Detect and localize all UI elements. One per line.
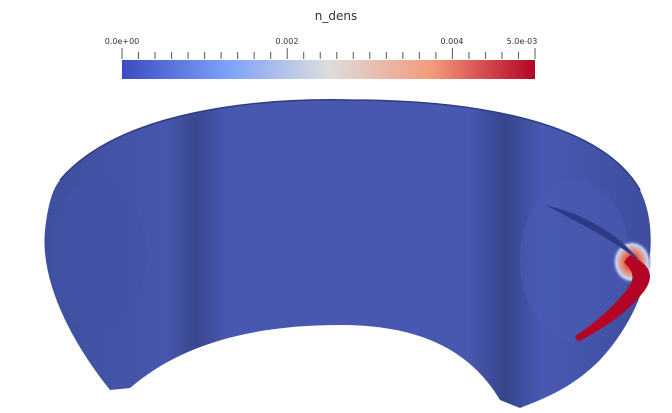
colorbar-label: 0.0e+00 (105, 37, 140, 46)
colorbar-label: 5.0e-03 (507, 37, 538, 46)
colorbar-title: n_dens (315, 9, 357, 23)
colorbar (122, 60, 535, 79)
colorbar-label: 0.002 (276, 37, 299, 46)
cross-section (50, 180, 146, 330)
torus-edge (59, 99, 641, 191)
cross-section (520, 180, 630, 340)
colorbar-ticks (121, 48, 536, 59)
torus-surface (44, 99, 651, 408)
colorbar-label: 0.004 (441, 37, 464, 46)
streamer (575, 255, 650, 342)
